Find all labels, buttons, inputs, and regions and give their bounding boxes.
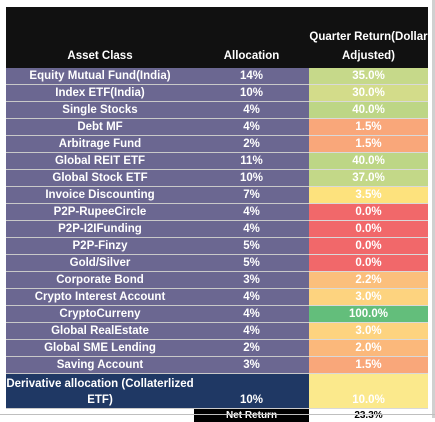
return-cell[interactable]: 0.0%: [309, 221, 428, 238]
return-cell[interactable]: 100.0%: [309, 306, 428, 323]
derivative-asset-cell[interactable]: Derivative allocation (Collaterlized ETF…: [6, 374, 194, 409]
allocation-cell[interactable]: 3%: [194, 357, 309, 374]
asset-class-cell[interactable]: Global Stock ETF: [6, 170, 194, 187]
empty-cell[interactable]: [6, 409, 194, 422]
return-cell[interactable]: 2.2%: [309, 272, 428, 289]
asset-class-cell[interactable]: Saving Account: [6, 357, 194, 374]
allocation-cell[interactable]: 4%: [194, 306, 309, 323]
table-row: Index ETF(India)10%30.0%: [6, 85, 428, 102]
return-cell[interactable]: 3.5%: [309, 187, 428, 204]
asset-class-cell[interactable]: Arbitrage Fund: [6, 136, 194, 153]
asset-allocation-table: Asset Class Allocation Quarter Return(Do…: [6, 7, 428, 422]
asset-class-cell[interactable]: Gold/Silver: [6, 255, 194, 272]
asset-class-cell[interactable]: P2P-I2IFunding: [6, 221, 194, 238]
allocation-cell[interactable]: 7%: [194, 187, 309, 204]
allocation-cell[interactable]: 11%: [194, 153, 309, 170]
asset-class-cell[interactable]: Single Stocks: [6, 102, 194, 119]
asset-class-cell[interactable]: P2P-RupeeCircle: [6, 204, 194, 221]
header-quarter-return[interactable]: Quarter Return(Dollar Adjusted): [309, 7, 428, 68]
return-cell[interactable]: 2.0%: [309, 340, 428, 357]
derivative-row: Derivative allocation (Collaterlized ETF…: [6, 374, 428, 409]
asset-class-cell[interactable]: Global SME Lending: [6, 340, 194, 357]
allocation-cell[interactable]: 5%: [194, 238, 309, 255]
return-cell[interactable]: 0.0%: [309, 204, 428, 221]
asset-class-cell[interactable]: CryptoCurreny: [6, 306, 194, 323]
return-cell[interactable]: 37.0%: [309, 170, 428, 187]
allocation-cell[interactable]: 2%: [194, 136, 309, 153]
asset-class-cell[interactable]: Global RealEstate: [6, 323, 194, 340]
net-return-label[interactable]: Net Return: [194, 409, 309, 422]
header-row: Asset Class Allocation Quarter Return(Do…: [6, 7, 428, 68]
return-cell[interactable]: 1.5%: [309, 119, 428, 136]
asset-class-cell[interactable]: Global REIT ETF: [6, 153, 194, 170]
return-cell[interactable]: 30.0%: [309, 85, 428, 102]
allocation-cell[interactable]: 4%: [194, 102, 309, 119]
net-return-value[interactable]: 23.3%: [309, 409, 428, 422]
return-cell[interactable]: 1.5%: [309, 136, 428, 153]
derivative-allocation-cell[interactable]: 10%: [194, 374, 309, 409]
allocation-cell[interactable]: 10%: [194, 170, 309, 187]
allocation-cell[interactable]: 4%: [194, 323, 309, 340]
asset-class-cell[interactable]: Debt MF: [6, 119, 194, 136]
return-cell[interactable]: 3.0%: [309, 323, 428, 340]
asset-class-cell[interactable]: Index ETF(India): [6, 85, 194, 102]
table-row: Equity Mutual Fund(India)14%35.0%: [6, 68, 428, 85]
return-cell[interactable]: 40.0%: [309, 153, 428, 170]
allocation-cell[interactable]: 4%: [194, 289, 309, 306]
asset-class-cell[interactable]: Corporate Bond: [6, 272, 194, 289]
return-cell[interactable]: 3.0%: [309, 289, 428, 306]
allocation-cell[interactable]: 4%: [194, 221, 309, 238]
return-cell[interactable]: 35.0%: [309, 68, 428, 85]
allocation-cell[interactable]: 10%: [194, 85, 309, 102]
allocation-cell[interactable]: 4%: [194, 204, 309, 221]
allocation-cell[interactable]: 2%: [194, 340, 309, 357]
sheet-bottom-border: [0, 414, 435, 415]
return-cell[interactable]: 1.5%: [309, 357, 428, 374]
asset-class-cell[interactable]: Equity Mutual Fund(India): [6, 68, 194, 85]
asset-class-cell[interactable]: Invoice Discounting: [6, 187, 194, 204]
allocation-cell[interactable]: 4%: [194, 119, 309, 136]
return-cell[interactable]: 0.0%: [309, 255, 428, 272]
header-asset-class[interactable]: Asset Class: [6, 7, 194, 68]
allocation-cell[interactable]: 3%: [194, 272, 309, 289]
asset-class-cell[interactable]: Crypto Interest Account: [6, 289, 194, 306]
allocation-cell[interactable]: 14%: [194, 68, 309, 85]
return-cell[interactable]: 40.0%: [309, 102, 428, 119]
asset-class-cell[interactable]: P2P-Finzy: [6, 238, 194, 255]
allocation-cell[interactable]: 5%: [194, 255, 309, 272]
return-cell[interactable]: 0.0%: [309, 238, 428, 255]
header-allocation[interactable]: Allocation: [194, 7, 309, 68]
derivative-return-cell[interactable]: 10.0%: [309, 374, 428, 409]
